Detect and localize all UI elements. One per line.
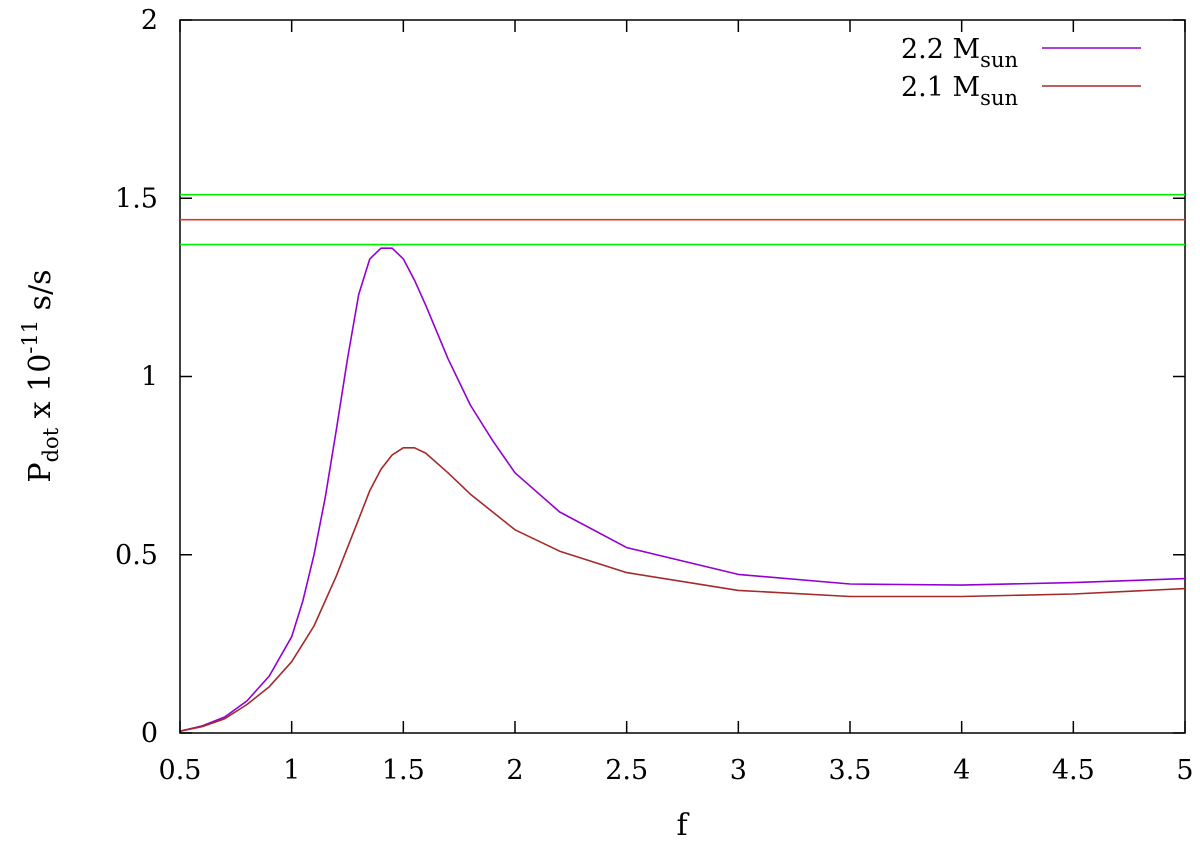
x-tick-label: 4.5	[1052, 755, 1095, 786]
y-axis-title-exp: -11	[18, 320, 42, 354]
y-tick-label: 0.5	[115, 540, 158, 571]
y-tick-label: 1.5	[115, 183, 158, 214]
x-axis-title: f	[676, 808, 689, 841]
y-axis-title-sub: dot	[39, 427, 63, 462]
series-line-2	[179, 446, 1186, 732]
y-axis-title-middle: x 10	[23, 354, 58, 428]
y-tick-label: 1	[141, 362, 158, 393]
legend-label-1-name: 2.2 M	[901, 34, 980, 65]
x-tick-label: 4	[953, 755, 970, 786]
x-tick-label: 1.5	[382, 755, 425, 786]
x-tick-label: 3	[730, 755, 747, 786]
y-axis-title-unit: s/s	[23, 269, 58, 319]
legend-label-1: 2.2 Msun	[901, 34, 1018, 72]
y-tick-label: 0	[141, 718, 158, 749]
plot-frame	[179, 19, 1186, 734]
reference-lines	[180, 193, 1185, 246]
x-tick-label: 2	[506, 755, 523, 786]
series-line-1	[179, 247, 1186, 732]
series-lines	[179, 247, 1186, 732]
legend-label-2-name: 2.1 M	[901, 72, 980, 103]
legend-label-2-sub: sun	[980, 86, 1018, 110]
x-tick-label: 1	[283, 755, 300, 786]
x-tick-label: 3.5	[829, 755, 872, 786]
y-axis-title: Pdot x 10-11 s/s	[18, 269, 63, 482]
legend-label-2: 2.1 Msun	[901, 72, 1018, 110]
legend: 2.2 Msun 2.1 Msun	[901, 34, 1141, 110]
x-tick-label: 2.5	[605, 755, 648, 786]
x-tick-label: 5	[1176, 755, 1193, 786]
legend-label-1-sub: sun	[980, 48, 1018, 72]
y-axis-title-base: P	[23, 462, 58, 482]
tick-labels: 0.5 1 1.5 2 2.5 3 3.5 4 4.5 500.511.52	[115, 5, 1194, 786]
x-tick-label: 0.5	[159, 755, 202, 786]
y-tick-label: 2	[141, 5, 158, 36]
axis-ticks	[179, 19, 1186, 734]
